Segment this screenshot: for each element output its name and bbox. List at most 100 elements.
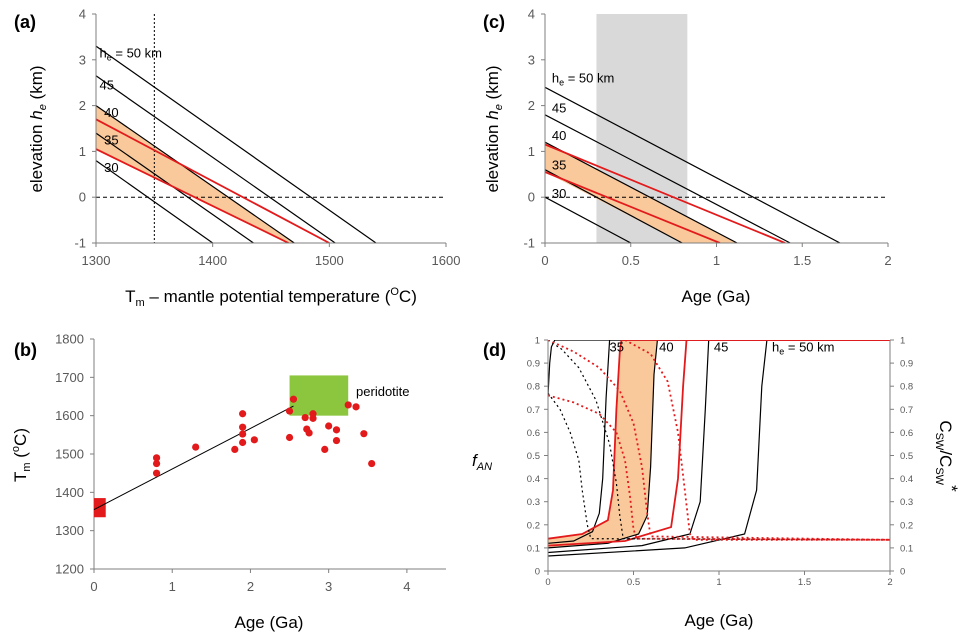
data-point [239,430,247,438]
y-axis-title: elevation he (km) [27,65,49,192]
y-axis-title-sub: m [21,462,33,471]
x-axis-title: Age (Ga) [685,611,754,630]
line-label-rest: = 50 km [784,340,834,355]
y-tick-label: 0.2 [527,520,540,531]
x-tick-label: 4 [403,579,410,594]
series-line [548,340,890,540]
y2-tick-label: 0.9 [900,359,913,370]
line-label-h: h [552,71,559,86]
y-tick-label: 1400 [55,485,84,500]
data-point [301,413,309,422]
series-line [545,196,632,243]
series-line [96,160,214,243]
plot-area [548,340,890,557]
x-tick-label: 1300 [82,253,111,268]
data-point [289,395,298,403]
y2-tick-label: 1 [900,336,905,347]
line-label-h: h [772,340,779,355]
y-tick-label: 2 [79,98,86,113]
x-tick-label: 2 [887,577,892,588]
y2-axis-title-c: C [936,420,955,432]
panel-label: (b) [14,340,37,360]
x-axis-title-end: C) [399,287,417,306]
x-axis-title: Tm – mantle potential temperature (OC) [125,286,417,309]
y-tick-label: 3 [528,52,535,67]
line-label-h: 45 [100,78,114,93]
line-label: he = 50 km [100,46,162,63]
x-axis-title: Age (Ga) [682,287,751,306]
line-label: 40 [552,128,566,143]
x-axis-title-t: T [125,287,135,306]
peridotite-box [289,375,349,416]
data-point [192,443,200,451]
line-label-rest: = 50 km [112,46,162,61]
y-axis-title-t: T [11,472,30,482]
line-label: 35 [610,340,624,355]
series-line [548,394,890,541]
line-label-h: 45 [552,100,566,115]
y2-tick-label: 0 [900,567,905,578]
y-tick-label: 1800 [55,332,84,347]
x-tick-label: 0.5 [627,577,640,588]
line-label-h: 45 [714,340,728,355]
line-label: 45 [100,78,114,93]
data-point [231,445,239,453]
plot-area [545,14,888,243]
panel-label: (a) [14,12,36,32]
y-axis-title-sub: e [37,104,49,110]
y-tick-label: 0.9 [527,359,540,370]
x-tick-label: 1 [169,579,176,594]
y2-axis-title-sub2: SW [933,467,945,485]
y-tick-label: 0.8 [527,382,540,393]
x-axis-title-sub: m [136,297,145,309]
line-label: 35 [552,158,566,173]
y-tick-label: 0.4 [527,474,540,485]
x-axis-title: Age (Ga) [235,613,304,632]
x-tick-label: 0 [545,577,550,588]
y-tick-label: -1 [523,236,535,251]
series-line [548,340,890,557]
y2-tick-label: 0.6 [900,428,913,439]
peridotite-label: peridotite [356,384,409,399]
y-tick-label: 0.7 [527,405,540,416]
data-point [152,459,161,468]
y-axis-title-sub: e [493,104,505,110]
series-line [545,143,786,243]
line-label: 40 [659,340,673,355]
plot-area [96,14,446,243]
x-tick-label: 1 [713,253,720,268]
line-label: 40 [104,105,118,120]
y-tick-label: 1200 [55,562,84,577]
line-label-rest: = 50 km [564,71,614,86]
x-axis-title-sup: O [390,286,399,298]
x-tick-label: 1.5 [798,577,811,588]
series-line [548,340,890,547]
series-line [548,392,890,541]
line-label: he = 50 km [552,71,614,88]
y-axis-title: Tm (oC) [10,428,33,482]
data-point [239,438,247,447]
y-axis-title-end: C) [11,428,30,446]
data-point [285,407,294,415]
y-tick-label: 1300 [55,523,84,538]
line-label-sub: e [779,347,784,357]
series-line [96,118,330,243]
y2-axis-title: CSW/CSW* [933,420,960,492]
data-point [360,430,368,438]
series-line [545,141,738,243]
line-label-h: 30 [552,186,566,201]
y-tick-label: 0 [535,567,540,578]
y-axis-title-f: f [472,451,479,470]
data-point [332,426,341,434]
y-axis-title-var: h [27,110,46,119]
y-tick-label: 0 [528,190,535,205]
y-axis-title-text: elevation [27,120,46,193]
y2-axis-title-mid: /C [936,450,955,467]
x-tick-label: 1.5 [793,253,811,268]
y-tick-label: -1 [74,236,86,251]
y2-tick-label: 0.2 [900,520,913,531]
data-point [239,410,247,418]
line-label-sub: e [107,53,112,63]
